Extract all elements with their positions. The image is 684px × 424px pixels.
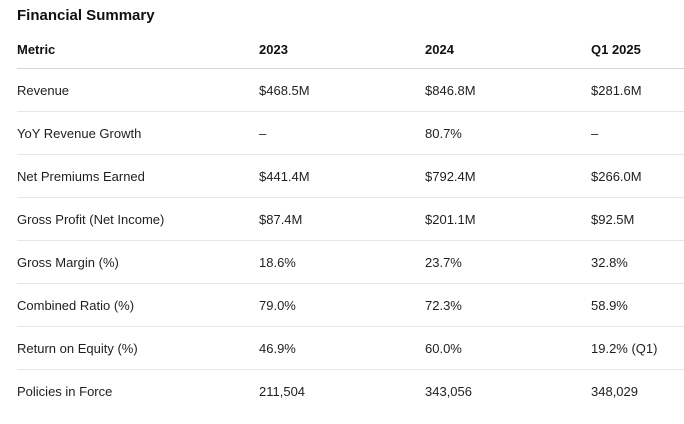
value-cell: 80.7%: [425, 111, 591, 155]
value-cell: 343,056: [425, 383, 472, 399]
column-header-q1-2025: Q1 2025: [591, 31, 684, 69]
metric-cell: Revenue: [17, 68, 259, 112]
metric-cell: Return on Equity (%): [17, 326, 259, 370]
value-cell: $87.4M: [259, 197, 425, 241]
metric-cell: Combined Ratio (%): [17, 283, 259, 327]
value-cell: $92.5M: [591, 197, 684, 241]
column-header-2024: 2024: [425, 31, 591, 69]
metric-cell: YoY Revenue Growth: [17, 111, 259, 155]
value-cell: $441.4M: [259, 154, 425, 198]
table-row: Gross Margin (%) 18.6% 23.7% 32.8%: [17, 240, 684, 284]
table-row: Combined Ratio (%) 79.0% 72.3% 58.9%: [17, 283, 684, 327]
table-row: Revenue $468.5M $846.8M $281.6M: [17, 68, 684, 112]
value-cell: –: [591, 111, 684, 155]
value-cell: $201.1M: [425, 197, 591, 241]
metric-cell: Gross Margin (%): [17, 240, 259, 284]
value-cell: $792.4M: [425, 154, 591, 198]
metric-cell: Gross Profit (Net Income): [17, 197, 259, 241]
value-cell: 72.3%: [425, 283, 591, 327]
value-cell: 79.0%: [259, 283, 425, 327]
table-row: Net Premiums Earned $441.4M $792.4M $266…: [17, 154, 684, 198]
value-cell: $468.5M: [259, 68, 425, 112]
financial-summary-table: Metric 2023 2024 Q1 2025 Revenue $468.5M…: [17, 31, 684, 412]
value-cell: 23.7%: [425, 240, 591, 284]
value-cell: $846.8M: [425, 68, 591, 112]
metric-cell: Net Premiums Earned: [17, 154, 259, 198]
value-cell: 348,029: [591, 383, 638, 399]
value-cell: 211,504: [259, 383, 306, 399]
header-row: Metric 2023 2024 Q1 2025: [17, 31, 684, 69]
value-cell: 58.9%: [591, 283, 684, 327]
value-cell: 32.8%: [591, 240, 684, 284]
value-cell: $266.0M: [591, 154, 684, 198]
column-header-metric: Metric: [17, 31, 259, 69]
value-cell: 46.9%: [259, 326, 425, 370]
value-cell: $281.6M: [591, 68, 684, 112]
column-header-2023: 2023: [259, 31, 425, 69]
table-row: Policies in Force 211,504 343,056 348,02…: [17, 370, 684, 413]
table-row: Gross Profit (Net Income) $87.4M $201.1M…: [17, 197, 684, 241]
table-row: YoY Revenue Growth – 80.7% –: [17, 111, 684, 155]
value-cell: 18.6%: [259, 240, 425, 284]
metric-cell: Policies in Force: [17, 383, 113, 399]
value-cell: –: [259, 111, 425, 155]
value-cell: 19.2% (Q1): [591, 326, 684, 370]
value-cell: 60.0%: [425, 326, 591, 370]
table-row: Return on Equity (%) 46.9% 60.0% 19.2% (…: [17, 326, 684, 370]
table-title: Financial Summary: [17, 7, 155, 24]
